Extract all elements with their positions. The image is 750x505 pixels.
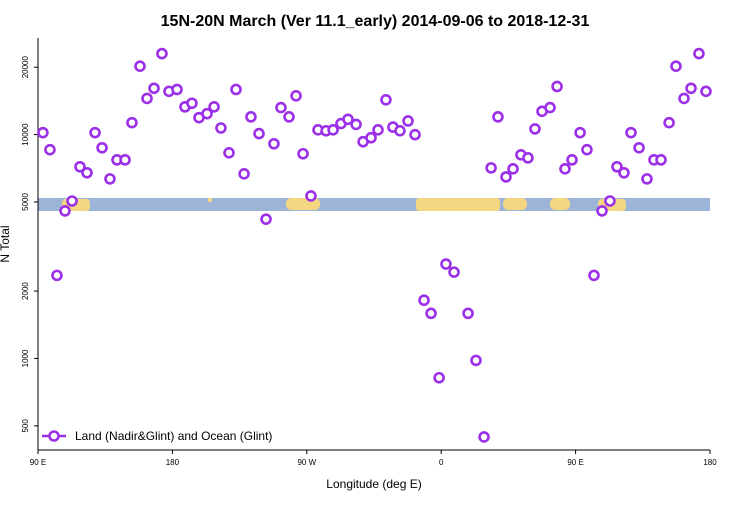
point [641,173,653,185]
point [448,266,460,278]
point [74,160,86,173]
point [470,354,482,367]
point [215,122,227,134]
point [230,83,242,96]
point [342,113,354,126]
point [89,126,101,139]
x-tick-label: 0 [439,458,444,467]
point [148,82,160,95]
point [253,127,265,140]
point [260,213,272,225]
point [462,307,474,320]
point [119,154,131,166]
point [574,126,586,139]
legend-marker [48,430,60,442]
x-tick-label: 90 W [297,458,316,467]
point [433,371,445,384]
point [670,60,682,73]
point [141,92,153,105]
point [126,116,138,129]
map-strip [38,198,710,211]
point [104,173,116,185]
point [551,80,563,93]
x-tick-label: 90 E [30,458,46,467]
point [37,126,49,139]
point [268,137,280,150]
y-tick-label: 10000 [21,123,30,146]
point [201,107,213,120]
point [604,195,616,207]
point [478,431,490,443]
point [700,85,712,98]
point [625,126,637,139]
point [566,154,578,166]
point [44,143,56,156]
point [492,111,504,123]
point [81,166,93,179]
point [402,115,414,127]
point [559,163,571,175]
point [327,124,339,136]
point [394,124,406,137]
chart-title: 15N-20N March (Ver 11.1_early) 2014-09-0… [161,13,590,30]
y-axis-label: N Total [0,225,12,262]
point [186,97,198,110]
y-tick-label: 20000 [21,56,30,79]
point [156,47,168,60]
point [66,195,78,207]
y-tick-label: 5000 [21,193,30,211]
point [655,154,667,166]
point [290,89,302,102]
point [171,83,183,96]
point [409,128,421,141]
point [223,147,235,159]
x-tick-label: 90 E [567,458,583,467]
point [678,92,690,105]
point [208,101,220,113]
point [59,205,71,217]
point [305,190,317,202]
point [51,269,63,282]
point [380,93,392,106]
point [663,116,675,129]
point [485,162,497,174]
point [283,111,295,123]
point [500,171,512,183]
point [134,60,146,73]
point [365,131,377,144]
point [544,101,556,114]
x-tick-label: 180 [166,458,180,467]
point [372,124,384,136]
point [245,111,257,123]
legend-label: Land (Nadir&Glint) and Ocean (Glint) [75,429,272,443]
x-axis-label: Longitude (deg E) [326,477,421,491]
point [425,307,437,320]
point [693,47,705,60]
point [633,141,645,154]
point [297,147,309,160]
point [275,101,287,114]
y-tick-label: 2000 [21,282,30,300]
point [96,141,108,154]
point [418,294,430,307]
point [350,118,362,131]
point [611,160,623,173]
y-tick-label: 1000 [21,349,30,367]
point [522,152,534,164]
point [685,82,697,95]
point [238,168,250,180]
point [507,163,519,175]
point [618,166,630,179]
point [588,269,600,282]
point [440,258,452,270]
point [596,205,608,217]
x-tick-label: 180 [703,458,717,467]
point [529,123,541,135]
y-tick-label: 500 [21,419,30,433]
point [581,143,593,156]
